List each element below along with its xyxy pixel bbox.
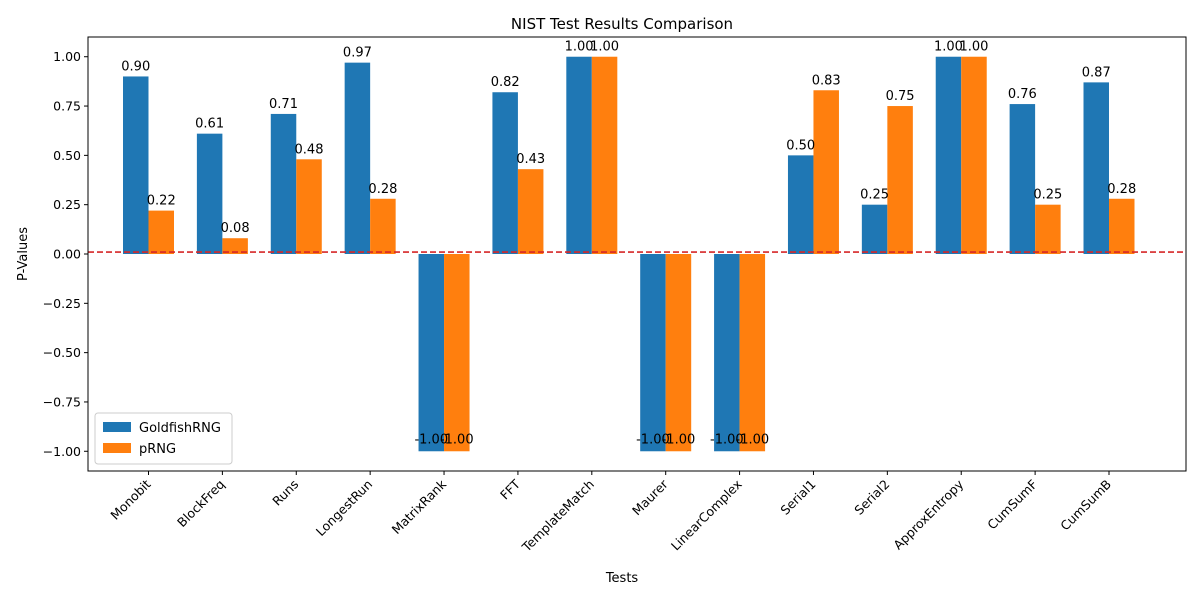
y-axis-label: P-Values [16, 227, 31, 281]
data-label: -1.00 [414, 432, 448, 447]
bar-prng-longestrun [370, 198, 396, 254]
data-label: 1.00 [565, 40, 594, 55]
y-tick-label: −1.00 [43, 444, 81, 459]
data-label: 0.76 [1008, 87, 1037, 102]
legend-swatch [103, 443, 131, 453]
bar-goldfishrng-matrixrank [418, 254, 445, 452]
data-label: 0.75 [886, 89, 915, 104]
x-axis-label: Tests [605, 571, 639, 586]
bar-goldfishrng-cumsumf [1009, 104, 1036, 254]
bar-prng-templatematch [591, 56, 618, 255]
legend-swatch [103, 422, 131, 432]
data-label: -1.00 [440, 432, 474, 447]
legend-label: GoldfishRNG [139, 421, 221, 436]
bar-goldfishrng-monobit [123, 76, 149, 254]
bar-prng-serial1 [813, 90, 839, 254]
data-label: 0.50 [786, 138, 815, 153]
bar-goldfishrng-cumsumb [1083, 82, 1109, 254]
data-label: -1.00 [636, 432, 670, 447]
data-labels-layer: 0.900.610.710.97-1.000.821.00-1.00 -1.000… [121, 40, 1136, 448]
data-label: 0.90 [121, 59, 150, 74]
bar-prng-monobit [148, 210, 174, 254]
y-tick-label: 1.00 [53, 49, 81, 64]
bar-goldfishrng-blockfreq [196, 133, 223, 254]
bar-goldfishrng-serial2 [861, 204, 888, 254]
bar-goldfishrng-templatematch [566, 56, 592, 255]
data-label: 0.22 [147, 194, 176, 209]
data-label: 0.43 [516, 152, 545, 167]
data-label: 0.28 [1107, 182, 1136, 197]
bar-prng-fft [517, 169, 544, 254]
y-tick-label: 0.50 [53, 148, 81, 163]
data-label: 0.25 [860, 188, 889, 203]
data-label: -1.00 [736, 432, 770, 447]
data-label: 0.28 [368, 182, 397, 197]
legend: GoldfishRNG pRNG [94, 412, 233, 465]
plot-frame [87, 36, 1187, 472]
data-label: 1.00 [960, 40, 989, 55]
y-tick-label: −0.50 [43, 345, 81, 360]
bar-goldfishrng-linearcomplex [714, 254, 740, 452]
bar-prng-cumsumb [1109, 198, 1135, 254]
y-tick-label: −0.25 [43, 296, 81, 311]
data-label: 0.71 [269, 97, 298, 112]
legend-label: pRNG [139, 442, 176, 457]
data-label: 0.97 [343, 46, 372, 61]
data-label: 0.82 [491, 75, 520, 90]
y-tick-label: 0.25 [53, 197, 81, 212]
data-label: 1.00 [934, 40, 963, 55]
bar-goldfishrng-approxentropy [935, 56, 962, 255]
bars-layer [123, 56, 1135, 452]
bar-prng-linearcomplex [739, 254, 766, 452]
bar-prng-matrixrank [444, 254, 470, 452]
y-tick-label: 0.75 [53, 99, 81, 114]
y-tick-label: 0.00 [53, 247, 81, 262]
data-label: 0.48 [295, 142, 324, 157]
bar-goldfishrng-runs [270, 113, 297, 254]
data-label: 0.61 [195, 117, 224, 132]
bar-prng-approxentropy [961, 56, 987, 255]
data-label: 1.00 [590, 40, 619, 55]
bar-prng-maurer [665, 254, 692, 452]
bar-goldfishrng-maurer [640, 254, 666, 452]
data-label: 0.25 [1033, 188, 1062, 203]
chart-title: NIST Test Results Comparison [511, 15, 733, 33]
data-label: 0.08 [221, 221, 250, 236]
data-label: 0.87 [1082, 65, 1111, 80]
bar-prng-cumsumf [1035, 204, 1061, 254]
bar-prng-blockfreq [222, 238, 248, 254]
bar-goldfishrng-serial1 [787, 155, 814, 254]
data-label: -1.00 [710, 432, 744, 447]
bar-goldfishrng-longestrun [344, 62, 371, 255]
bar-goldfishrng-fft [492, 92, 518, 255]
y-tick-label: −0.75 [43, 394, 81, 409]
data-label: -1.00 [662, 432, 696, 447]
bar-prng-serial2 [887, 106, 913, 254]
data-label: 0.83 [812, 73, 841, 88]
bar-prng-runs [296, 159, 322, 254]
